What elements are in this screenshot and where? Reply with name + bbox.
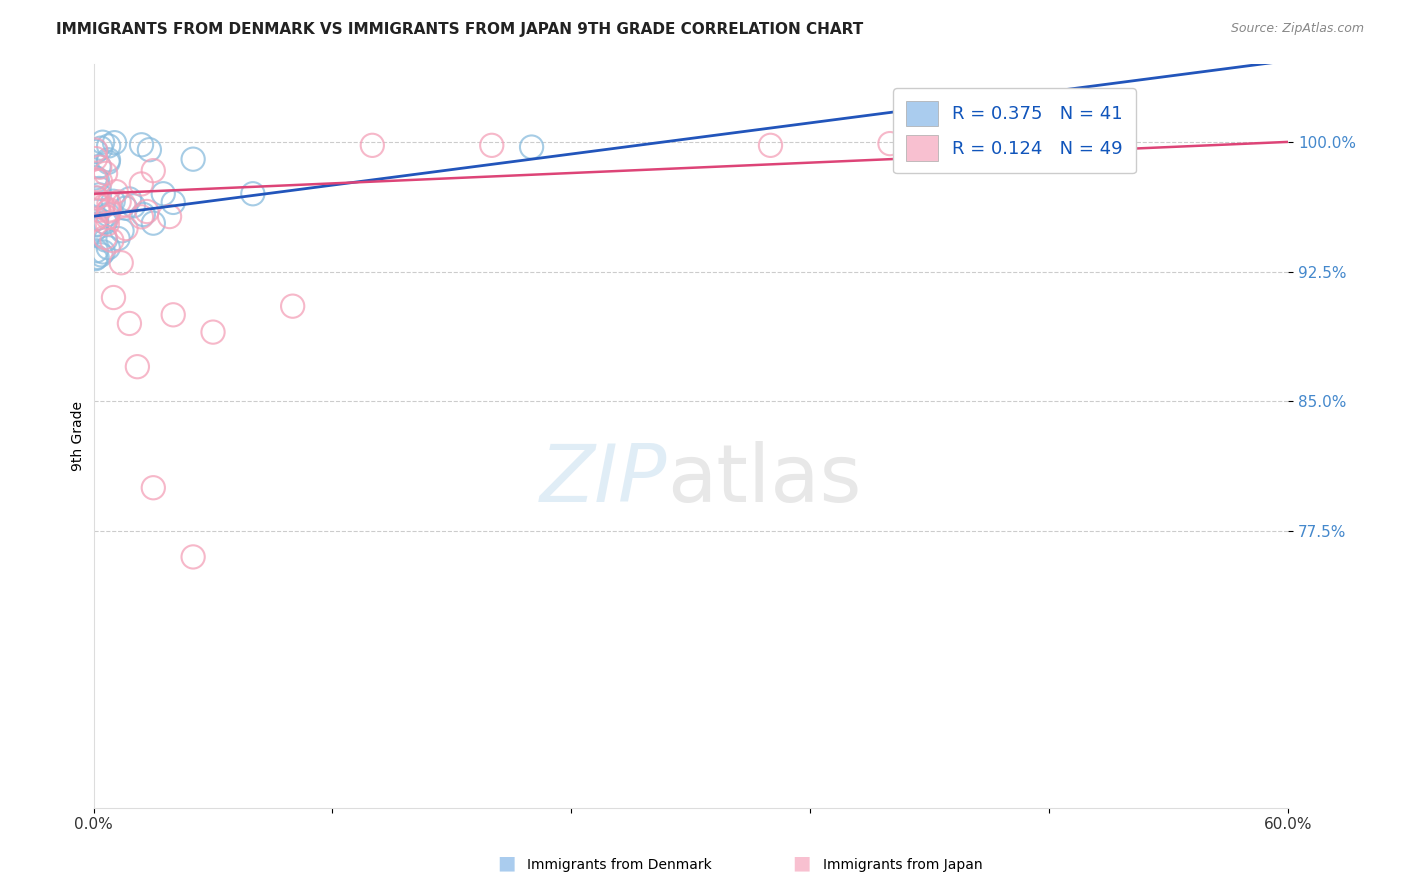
Point <box>115 221 138 235</box>
Point <box>103 194 125 209</box>
Point <box>84 152 107 166</box>
Point <box>84 252 107 266</box>
Point <box>879 136 901 151</box>
Point <box>1038 136 1060 151</box>
Point <box>202 325 225 339</box>
Point <box>118 192 141 206</box>
Point <box>520 140 543 154</box>
Point <box>84 145 107 159</box>
Text: atlas: atlas <box>666 442 862 519</box>
Point <box>94 215 117 229</box>
Point <box>481 138 503 153</box>
Point <box>114 201 136 215</box>
Point <box>84 143 107 157</box>
Point <box>142 163 165 178</box>
Point <box>97 153 120 167</box>
Point <box>142 481 165 495</box>
Point <box>87 199 110 213</box>
Point <box>105 185 128 199</box>
Point <box>91 200 114 214</box>
Point <box>98 202 121 217</box>
Point <box>138 143 160 157</box>
Point <box>89 174 111 188</box>
Point <box>181 152 204 166</box>
Point <box>112 197 135 211</box>
Point <box>107 231 129 245</box>
Point <box>103 291 125 305</box>
Point <box>131 137 153 152</box>
Point <box>132 207 155 221</box>
Point <box>131 177 153 191</box>
Point <box>84 211 107 226</box>
Point <box>86 191 108 205</box>
Point <box>87 203 110 218</box>
Point <box>159 210 181 224</box>
Point <box>111 224 134 238</box>
Text: ZIP: ZIP <box>540 442 666 519</box>
Point <box>97 208 120 222</box>
Point <box>142 216 165 230</box>
Point <box>90 248 112 262</box>
Point <box>91 135 114 149</box>
Point <box>89 160 111 174</box>
Point <box>162 195 184 210</box>
Point <box>94 233 117 247</box>
Point <box>87 181 110 195</box>
Point <box>96 211 118 225</box>
Text: Source: ZipAtlas.com: Source: ZipAtlas.com <box>1230 22 1364 36</box>
Point <box>135 204 157 219</box>
Text: Immigrants from Japan: Immigrants from Japan <box>823 858 983 872</box>
Point <box>361 138 384 153</box>
Point <box>86 173 108 187</box>
Text: Immigrants from Denmark: Immigrants from Denmark <box>527 858 711 872</box>
Point <box>91 244 114 259</box>
Point <box>110 256 132 270</box>
Point <box>101 234 124 248</box>
Point <box>84 222 107 236</box>
Point <box>84 172 107 186</box>
Point <box>152 186 174 201</box>
Point <box>86 191 108 205</box>
Point <box>281 299 304 313</box>
Point <box>97 155 120 169</box>
Point <box>90 141 112 155</box>
Point <box>118 317 141 331</box>
Point <box>759 138 782 153</box>
Text: ■: ■ <box>792 854 811 872</box>
Point <box>86 211 108 226</box>
Point <box>94 230 117 244</box>
Point <box>242 186 264 201</box>
Point <box>86 217 108 231</box>
Point <box>86 250 108 264</box>
Point <box>127 359 149 374</box>
Point <box>84 244 107 258</box>
Text: IMMIGRANTS FROM DENMARK VS IMMIGRANTS FROM JAPAN 9TH GRADE CORRELATION CHART: IMMIGRANTS FROM DENMARK VS IMMIGRANTS FR… <box>56 22 863 37</box>
Text: ■: ■ <box>496 854 516 872</box>
Point <box>181 549 204 564</box>
Point <box>122 199 145 213</box>
Point <box>87 160 110 174</box>
Y-axis label: 9th Grade: 9th Grade <box>72 401 86 471</box>
Point <box>97 204 120 219</box>
Point <box>98 196 121 211</box>
Point <box>131 210 153 224</box>
Point <box>84 218 107 232</box>
Point <box>94 166 117 180</box>
Point <box>103 136 125 150</box>
Point <box>89 187 111 202</box>
Point <box>108 194 131 209</box>
Point <box>96 217 118 231</box>
Point <box>97 241 120 255</box>
Point <box>162 308 184 322</box>
Point <box>97 139 120 153</box>
Point <box>84 170 107 185</box>
Legend: R = 0.375   N = 41, R = 0.124   N = 49: R = 0.375 N = 41, R = 0.124 N = 49 <box>893 88 1136 173</box>
